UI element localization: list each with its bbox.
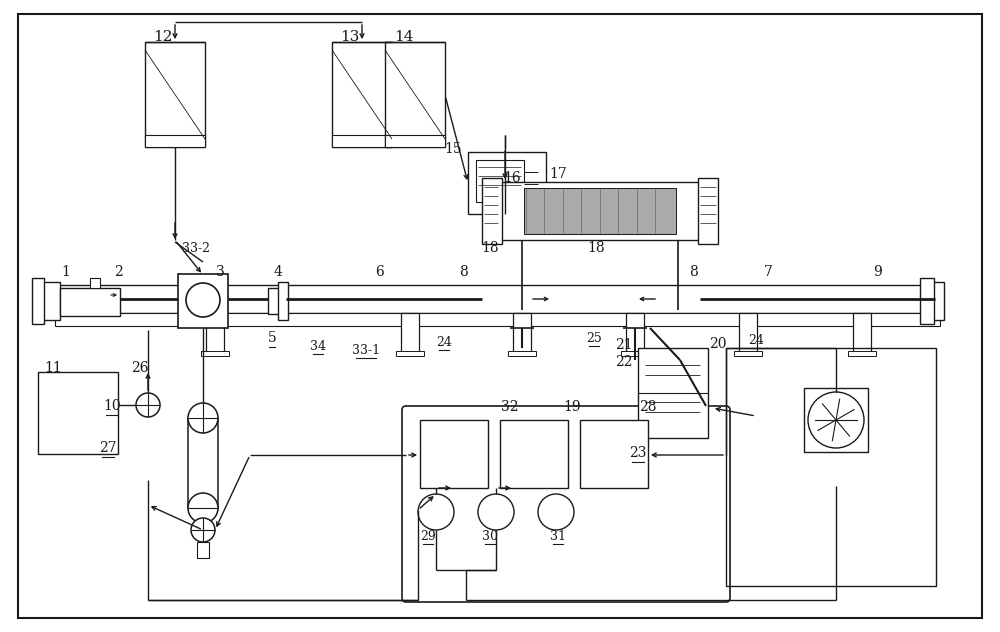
Text: 24: 24: [748, 334, 764, 346]
Bar: [401, 313, 419, 353]
Bar: [848, 351, 876, 356]
Bar: [90, 278, 100, 288]
Bar: [55, 285, 940, 313]
Circle shape: [808, 392, 864, 448]
Bar: [580, 420, 648, 488]
Bar: [332, 42, 392, 147]
Bar: [513, 313, 531, 353]
FancyBboxPatch shape: [402, 406, 730, 602]
Circle shape: [136, 393, 160, 417]
Bar: [420, 420, 488, 488]
Text: 13: 13: [340, 30, 360, 44]
Text: 23: 23: [629, 446, 647, 460]
Bar: [476, 160, 524, 202]
Circle shape: [538, 494, 574, 530]
Text: 28: 28: [639, 400, 657, 414]
Text: 1: 1: [62, 265, 70, 279]
Circle shape: [188, 493, 218, 523]
Text: 19: 19: [563, 400, 581, 414]
Bar: [145, 42, 205, 147]
Text: 20: 20: [709, 337, 727, 351]
Text: 33-2: 33-2: [182, 241, 210, 255]
Text: 34: 34: [310, 339, 326, 353]
Text: 9: 9: [873, 265, 881, 279]
Text: 25: 25: [586, 332, 602, 344]
Bar: [508, 351, 536, 356]
Bar: [60, 288, 120, 316]
Bar: [726, 348, 936, 586]
Text: 12: 12: [153, 30, 173, 44]
Bar: [178, 274, 228, 328]
Text: 15: 15: [444, 142, 462, 156]
Circle shape: [478, 494, 514, 530]
Bar: [32, 278, 44, 324]
Bar: [197, 542, 209, 558]
Bar: [524, 188, 676, 234]
Text: 4: 4: [274, 265, 282, 279]
Bar: [853, 313, 871, 353]
Text: 17: 17: [549, 167, 567, 181]
Text: 8: 8: [459, 265, 467, 279]
Bar: [621, 351, 649, 356]
Bar: [930, 282, 944, 320]
Bar: [385, 135, 445, 147]
Bar: [385, 42, 445, 147]
Bar: [739, 313, 757, 353]
Circle shape: [418, 494, 454, 530]
Bar: [482, 178, 502, 244]
Circle shape: [191, 518, 215, 542]
Text: 21: 21: [615, 338, 633, 352]
Text: 26: 26: [131, 361, 149, 375]
Text: 18: 18: [481, 241, 499, 255]
Text: 16: 16: [503, 171, 521, 185]
Bar: [698, 178, 718, 244]
Text: 11: 11: [44, 361, 62, 375]
Text: 10: 10: [103, 399, 121, 413]
Bar: [268, 288, 286, 314]
Bar: [734, 351, 762, 356]
Bar: [278, 282, 288, 320]
Bar: [40, 282, 60, 320]
Bar: [804, 388, 868, 452]
Text: 8: 8: [690, 265, 698, 279]
Text: 32: 32: [501, 400, 519, 414]
Bar: [201, 351, 229, 356]
Text: 31: 31: [550, 530, 566, 542]
Text: 24: 24: [436, 336, 452, 348]
Text: 27: 27: [99, 441, 117, 455]
Text: 30: 30: [482, 530, 498, 542]
Text: 29: 29: [420, 530, 436, 542]
Bar: [332, 135, 392, 147]
Text: 3: 3: [216, 265, 224, 279]
Bar: [920, 278, 934, 324]
Text: 33-1: 33-1: [352, 344, 380, 356]
Text: 6: 6: [376, 265, 384, 279]
Bar: [500, 420, 568, 488]
Bar: [206, 313, 224, 353]
Bar: [38, 372, 118, 454]
Bar: [145, 135, 205, 147]
Bar: [55, 313, 940, 326]
Text: 14: 14: [394, 30, 414, 44]
Text: 7: 7: [764, 265, 772, 279]
Bar: [638, 348, 708, 438]
Bar: [396, 351, 424, 356]
Circle shape: [188, 403, 218, 433]
Text: 2: 2: [114, 265, 122, 279]
Text: 18: 18: [587, 241, 605, 255]
Bar: [468, 152, 546, 214]
Text: 22: 22: [616, 355, 633, 369]
Text: 5: 5: [268, 331, 276, 345]
Bar: [626, 313, 644, 353]
Circle shape: [186, 283, 220, 317]
Bar: [500, 182, 700, 240]
Bar: [188, 418, 218, 508]
